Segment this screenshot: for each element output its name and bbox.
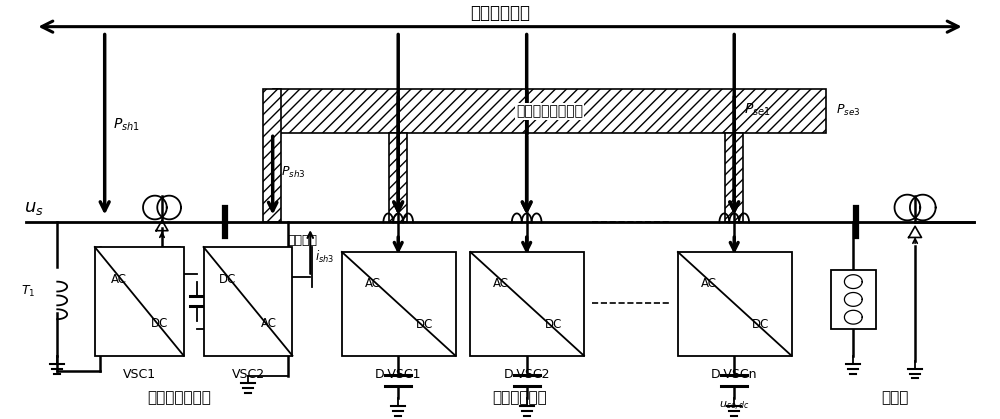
Text: DC: DC <box>752 318 770 331</box>
Bar <box>678 252 792 356</box>
Text: $P_{sh3}$: $P_{sh3}$ <box>281 166 305 181</box>
Text: 基波有功功率: 基波有功功率 <box>470 4 530 22</box>
Text: DC: DC <box>545 318 562 331</box>
Text: AC: AC <box>701 277 717 290</box>
Bar <box>725 133 743 222</box>
Bar <box>263 89 281 222</box>
Text: $P_{sh1}$: $P_{sh1}$ <box>113 116 139 133</box>
Text: DC: DC <box>151 317 168 330</box>
Text: AC: AC <box>111 273 127 286</box>
Text: $u_{se,dc}$: $u_{se,dc}$ <box>719 400 750 413</box>
Text: $u_s$: $u_s$ <box>24 199 43 217</box>
Bar <box>342 252 456 356</box>
Text: 三次谐波有功功率: 三次谐波有功功率 <box>516 104 583 118</box>
Text: AC: AC <box>365 277 381 290</box>
Text: 并联侧变换器组: 并联侧变换器组 <box>147 390 211 405</box>
Text: AC: AC <box>260 317 276 330</box>
Text: D-VSCn: D-VSCn <box>711 367 757 380</box>
Text: 滤波器: 滤波器 <box>882 390 909 405</box>
Bar <box>470 252 584 356</box>
Text: D-VSC1: D-VSC1 <box>375 367 421 380</box>
Text: $i_{sh3}$: $i_{sh3}$ <box>315 249 334 265</box>
Text: $P_{se1}$: $P_{se1}$ <box>744 101 771 118</box>
Text: $P_{se3}$: $P_{se3}$ <box>836 103 860 118</box>
Text: $u_{sh,dc}$: $u_{sh,dc}$ <box>208 295 238 308</box>
Text: 串联侧变换器: 串联侧变换器 <box>492 390 547 405</box>
Text: DC: DC <box>416 318 434 331</box>
Text: 输电线路: 输电线路 <box>288 234 318 247</box>
Bar <box>95 247 184 356</box>
Text: $T_1$: $T_1$ <box>21 284 36 299</box>
Text: VSC2: VSC2 <box>231 367 265 380</box>
Bar <box>831 270 876 329</box>
Bar <box>389 133 407 222</box>
Text: AC: AC <box>493 277 509 290</box>
Bar <box>204 247 292 356</box>
Text: VSC1: VSC1 <box>123 367 156 380</box>
Text: DC: DC <box>219 273 236 286</box>
Text: D-VSC2: D-VSC2 <box>503 367 550 380</box>
Bar <box>273 89 826 133</box>
